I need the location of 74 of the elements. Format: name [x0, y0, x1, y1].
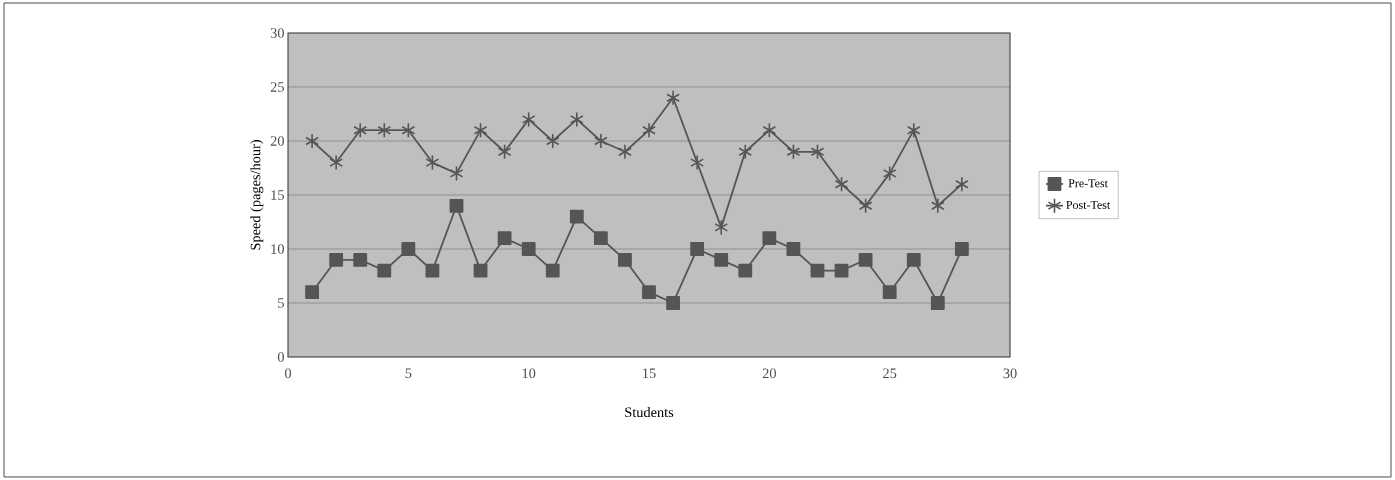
point [930, 197, 945, 214]
point [714, 219, 729, 236]
point [930, 296, 945, 310]
point [642, 285, 656, 300]
point [738, 263, 753, 278]
point [353, 122, 368, 138]
point [401, 242, 416, 256]
point [329, 252, 344, 267]
point [449, 165, 464, 182]
point [377, 122, 392, 138]
x-tick-label: 10 [522, 368, 536, 379]
x-axis-title: Students [625, 407, 674, 418]
x-tick-label: 30 [1003, 368, 1017, 379]
y-tick-label: 0 [277, 352, 284, 362]
point [834, 176, 849, 192]
x-tick-label: 25 [883, 368, 897, 379]
point [690, 242, 705, 256]
point [786, 143, 801, 160]
point [521, 111, 536, 128]
point [618, 143, 632, 160]
point [955, 176, 969, 192]
x-tick-label: 5 [405, 368, 412, 379]
point [618, 252, 632, 267]
y-tick-label: 30 [270, 28, 284, 38]
y-tick-label: 25 [270, 82, 284, 92]
point [473, 122, 488, 138]
point [473, 263, 488, 278]
point [954, 242, 969, 256]
point [593, 231, 608, 246]
y-axis-title: Speed (pages/hour) [250, 140, 264, 250]
point [834, 263, 849, 278]
x-tick-label: 15 [643, 368, 656, 379]
point [401, 122, 416, 138]
point [329, 154, 344, 171]
point [305, 285, 319, 300]
point [497, 143, 512, 160]
point [449, 198, 464, 213]
point [858, 252, 873, 267]
point [377, 263, 392, 278]
point [545, 263, 560, 278]
point [762, 231, 777, 246]
point [786, 242, 801, 256]
legend-label: Post-Test [1066, 200, 1111, 209]
point [569, 111, 584, 128]
point [714, 252, 729, 267]
point [810, 143, 825, 160]
point [594, 133, 608, 149]
point [882, 285, 897, 300]
point [666, 296, 680, 310]
point [906, 122, 921, 138]
point [353, 252, 368, 267]
point [738, 143, 753, 160]
point [906, 252, 921, 267]
point [521, 242, 536, 256]
legend-label: Pre-Test [1068, 179, 1108, 188]
point [305, 133, 319, 149]
point [690, 154, 705, 171]
y-tick-label: 20 [270, 136, 284, 146]
point [425, 263, 440, 278]
point [497, 231, 512, 246]
point [882, 165, 897, 182]
point [762, 122, 777, 138]
x-tick-label: 20 [762, 368, 776, 379]
point [642, 122, 656, 138]
y-tick-label: 10 [271, 244, 284, 254]
y-tick-label: 5 [278, 298, 284, 308]
point [545, 133, 560, 149]
y-tick-label: 15 [271, 190, 284, 200]
point [810, 263, 825, 278]
point [425, 154, 440, 171]
point [569, 209, 584, 224]
x-tick-label: 0 [284, 368, 292, 379]
point [858, 197, 873, 214]
point [666, 89, 680, 106]
